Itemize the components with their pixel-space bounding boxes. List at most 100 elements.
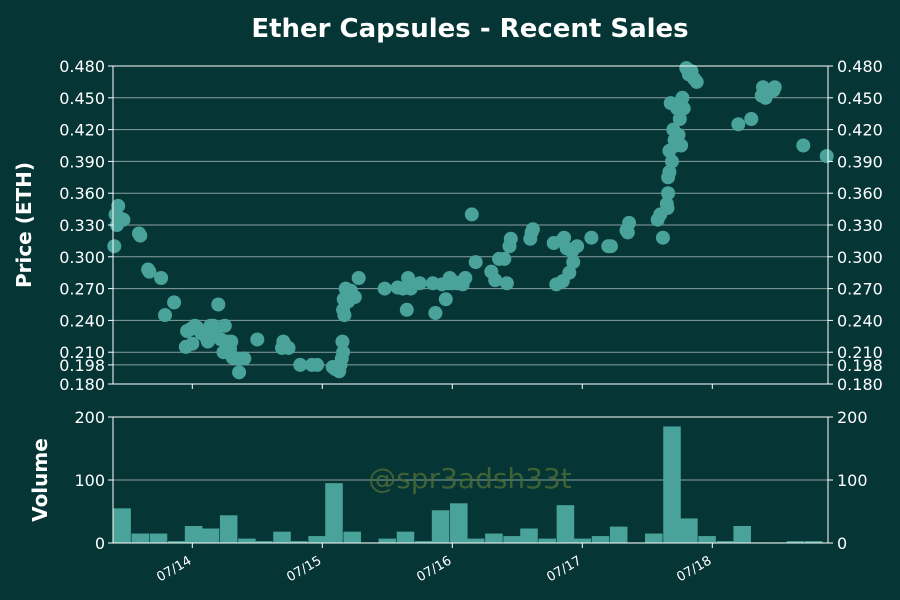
volume-bar: [219, 515, 238, 543]
price-point: [665, 154, 679, 169]
price-point: [622, 215, 637, 230]
price-tick-label-right: 0.300: [837, 248, 883, 267]
price-point: [217, 318, 232, 333]
volume-bar: [556, 505, 575, 543]
price-point: [237, 351, 252, 366]
price-point: [570, 239, 585, 254]
price-point: [335, 334, 350, 349]
price-point: [671, 127, 686, 142]
price-point: [293, 357, 308, 372]
price-tick-label-left: 0.360: [59, 184, 105, 203]
volume-bar: [308, 536, 326, 543]
price-point: [660, 201, 675, 216]
price-tick-label-right: 0.330: [837, 216, 883, 235]
price-tick-label-right: 0.198: [837, 356, 883, 375]
date-tick-label: 07/17: [544, 553, 584, 585]
volume-tick-label-right: 200: [837, 408, 868, 427]
price-tick-label-left: 0.390: [59, 152, 105, 171]
volume-bar: [466, 538, 485, 543]
price-point: [655, 230, 670, 245]
price-point: [116, 212, 131, 227]
volume-panel: @spr3adsh33t 0 0 100 100 200 200 Volume: [28, 408, 868, 553]
volume-bar: [325, 483, 343, 543]
price-point: [689, 74, 704, 89]
price-point: [211, 297, 226, 312]
price-point: [250, 332, 265, 347]
price-point: [676, 101, 691, 116]
date-tick-label: 07/16: [414, 553, 454, 585]
price-tick-label-right: 0.420: [837, 121, 883, 140]
volume-bar: [733, 525, 751, 543]
volume-bar: [343, 531, 361, 543]
price-point: [562, 265, 577, 280]
price-point: [796, 138, 811, 153]
price-point: [566, 255, 581, 270]
price-point: [399, 302, 414, 317]
volume-bar: [238, 538, 256, 543]
price-point: [497, 251, 512, 266]
price-tick-label-right: 0.450: [837, 89, 883, 108]
volume-bar: [113, 508, 131, 543]
volume-bar: [431, 510, 450, 543]
volume-tick-label-right: 0: [837, 534, 847, 553]
volume-bar: [698, 536, 716, 543]
volume-bar: [378, 538, 397, 543]
volume-bar: [520, 528, 538, 543]
price-tick-label-right: 0.180: [837, 375, 883, 394]
volume-bar: [786, 541, 805, 543]
date-tick-label: 07/15: [284, 553, 324, 585]
price-point: [603, 239, 618, 254]
price-tick-label-right: 0.240: [837, 311, 883, 330]
price-points: [107, 61, 834, 380]
price-point: [133, 228, 148, 243]
price-tick-label-right: 0.270: [837, 280, 883, 299]
price-point: [731, 117, 746, 132]
price-point: [167, 295, 182, 310]
price-point: [438, 292, 453, 307]
volume-bar: [131, 533, 150, 543]
price-tick-label-right: 0.390: [837, 152, 883, 171]
volume-bar: [716, 541, 735, 543]
price-point: [675, 90, 690, 105]
price-tick-label-left: 0.270: [59, 280, 105, 299]
price-point: [154, 271, 169, 285]
price-tick-label-left: 0.300: [59, 248, 105, 267]
price-point: [232, 365, 247, 380]
price-point: [458, 271, 473, 285]
volume-bar: [201, 528, 220, 543]
date-tick-label: 07/18: [674, 553, 714, 585]
price-tick-label-right: 0.210: [837, 343, 883, 362]
price-point: [488, 273, 503, 288]
volume-bar: [663, 426, 681, 543]
watermark: @spr3adsh33t: [368, 462, 572, 495]
volume-tick-label-left: 100: [74, 471, 105, 490]
price-tick-label-left: 0.198: [59, 356, 105, 375]
price-point: [107, 239, 122, 254]
price-point: [224, 334, 239, 349]
price-point: [200, 334, 215, 349]
price-tick-label-right: 0.360: [837, 184, 883, 203]
price-point: [464, 207, 479, 222]
price-point: [584, 230, 599, 245]
volume-bar: [573, 538, 592, 543]
volume-tick-label-left: 0: [95, 534, 105, 553]
date-tick-label: 07/14: [154, 553, 194, 585]
volume-tick-label-left: 200: [74, 408, 105, 427]
volume-bar: [450, 503, 468, 543]
price-point: [412, 276, 427, 291]
price-point: [401, 271, 416, 285]
price-point: [111, 198, 126, 213]
price-tick-label-left: 0.450: [59, 89, 105, 108]
volume-bar: [255, 541, 273, 543]
price-point: [767, 80, 782, 95]
volume-bar: [414, 541, 433, 543]
volume-bar: [485, 533, 503, 543]
volume-bar: [645, 533, 663, 543]
price-point: [525, 222, 540, 237]
volume-bar: [680, 518, 698, 543]
price-point: [281, 340, 296, 355]
volume-tick-labels: 0 0 100 100 200 200: [74, 408, 867, 553]
chart-title: Ether Capsules - Recent Sales: [251, 14, 688, 44]
price-point: [557, 230, 572, 245]
